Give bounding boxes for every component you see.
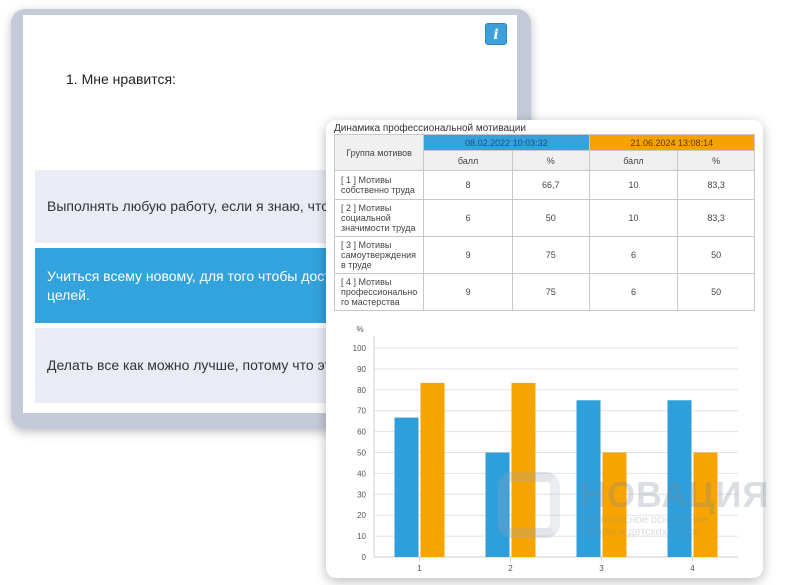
x-tick-label: 2 — [508, 564, 513, 573]
question-title: 1. Мне нравится: — [66, 71, 176, 87]
group-header: Группа мотивов — [333, 134, 425, 171]
table-cell: 66,7 — [511, 170, 590, 200]
answer-option-text: Выполнять любую работу, если я знаю, что… — [47, 198, 359, 214]
table-row: [ 2 ] Мотивы социальной значимости труда… — [333, 199, 755, 237]
results-card: Динамика профессиональной мотивации Груп… — [326, 120, 763, 578]
y-tick-label: 40 — [357, 469, 366, 478]
table-subheader-row: балл % балл % — [335, 150, 755, 171]
x-tick-label: 3 — [599, 564, 604, 573]
y-tick-label: 90 — [357, 365, 366, 374]
bar — [602, 452, 627, 557]
bar — [511, 382, 536, 557]
answer-option-text: Делать все как можно лучше, потому что э… — [47, 357, 358, 373]
table-cell: 75 — [511, 236, 590, 274]
y-tick-label: 70 — [357, 407, 366, 416]
bar — [485, 452, 510, 557]
bar — [420, 382, 445, 557]
table-cell: 9 — [423, 236, 513, 274]
table-cell: 6 — [423, 199, 513, 237]
table-cell: 83,3 — [677, 199, 755, 237]
group-label: [ 2 ] Мотивы социальной значимости труда — [333, 199, 425, 237]
table-cell: 50 — [677, 273, 755, 311]
y-tick-label: 50 — [357, 449, 366, 458]
results-table: Группа мотивов 08.02.2022 10:03:32 21.06… — [333, 134, 756, 311]
table-header-row: Группа мотивов 08.02.2022 10:03:32 21.06… — [333, 134, 756, 171]
bar — [394, 417, 419, 557]
table-cell: 75 — [511, 273, 590, 311]
y-axis-label: % — [356, 325, 363, 334]
y-tick-label: 0 — [362, 553, 367, 562]
answer-option-text: Учиться всему новому, для того чтобы дос… — [47, 267, 358, 303]
date-header-second: 21.06.2024 13:08:14 — [588, 134, 756, 151]
x-tick-label: 4 — [690, 564, 695, 573]
table-cell: 6 — [588, 273, 679, 311]
y-tick-label: 100 — [353, 344, 367, 353]
table-cell: 50 — [511, 199, 590, 237]
group-label: [ 3 ] Мотивы самоутверждения в труде — [333, 236, 425, 274]
results-title: Динамика профессиональной мотивации — [334, 123, 526, 134]
table-cell: 10 — [588, 199, 679, 237]
y-tick-label: 20 — [357, 511, 366, 520]
table-row: [ 3 ] Мотивы самоутверждения в труде 9 7… — [333, 236, 755, 274]
y-tick-label: 60 — [357, 428, 366, 437]
bar — [576, 400, 601, 557]
bar — [667, 400, 692, 557]
y-tick-label: 80 — [357, 386, 366, 395]
table-cell: 10 — [588, 170, 679, 200]
subheader-score: балл — [588, 150, 679, 171]
table-cell: 50 — [677, 236, 755, 274]
subheader-percent: % — [677, 150, 755, 171]
table-row: [ 1 ] Мотивы собственно труда 8 66,7 10 … — [333, 170, 755, 200]
group-label: [ 4 ] Мотивы профессионально го мастерст… — [333, 273, 425, 311]
date-header-first: 08.02.2022 10:03:32 — [423, 134, 590, 151]
y-tick-label: 10 — [357, 532, 366, 541]
info-button[interactable]: i — [485, 23, 507, 45]
table-cell: 9 — [423, 273, 513, 311]
group-label: [ 1 ] Мотивы собственно труда — [333, 170, 425, 200]
bar — [693, 452, 718, 557]
table-cell: 6 — [588, 236, 679, 274]
y-tick-label: 30 — [357, 490, 366, 499]
subheader-score: балл — [423, 150, 513, 171]
subheader-percent: % — [511, 150, 590, 171]
table-cell: 8 — [423, 170, 513, 200]
info-icon: i — [493, 27, 499, 43]
x-tick-label: 1 — [417, 564, 422, 573]
table-row: [ 4 ] Мотивы профессионально го мастерст… — [333, 273, 755, 311]
table-cell: 83,3 — [677, 170, 755, 200]
motivation-bar-chart: 0 10 20 30 40 50 60 70 80 90 100% 1 2 3 4 — [353, 325, 738, 573]
